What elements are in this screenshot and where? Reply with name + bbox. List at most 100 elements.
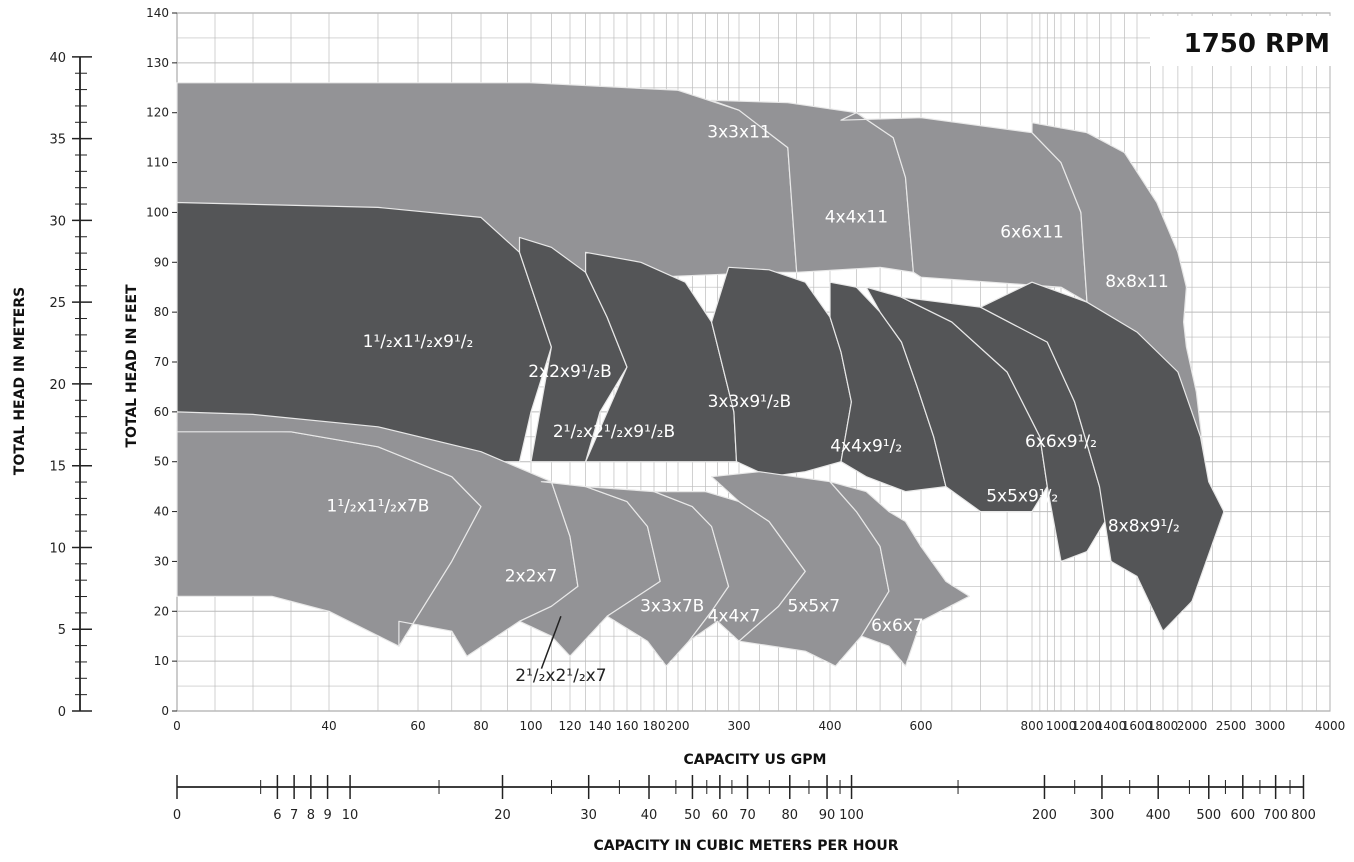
x-tick-label: 800 [1021, 719, 1044, 733]
pump-curve-label: 2¹/₂x2¹/₂x9¹/₂B [553, 422, 675, 442]
y-tick-label: 0 [161, 704, 169, 718]
y-tick-label: 60 [154, 405, 169, 419]
x-tick-label: 180 [643, 719, 666, 733]
pump-curve-label: 2x2x7 [505, 566, 558, 586]
y-tick-label: 20 [154, 604, 169, 618]
pump-curve-label: 8x8x11 [1105, 272, 1168, 292]
meters-tick-label: 30 [49, 214, 66, 229]
m3h-tick-label: 90 [819, 808, 836, 823]
meters-tick-label: 0 [58, 705, 66, 720]
x-tick-label: 200 [667, 719, 690, 733]
pump-curve-label: 6x6x11 [1000, 222, 1063, 242]
x-tick-label: 80 [473, 719, 488, 733]
y-tick-label: 90 [154, 255, 169, 269]
m3h-tick-label: 80 [782, 808, 799, 823]
m3h-tick-label: 800 [1291, 808, 1316, 823]
label-leader-line [540, 616, 562, 669]
pump-curve-label: 3x3x7B [640, 596, 704, 616]
pump-curve-region [584, 251, 738, 463]
x-tick-label: 1600 [1122, 719, 1153, 733]
x-tick-label: 0 [173, 719, 181, 733]
y-tick-label: 140 [146, 6, 169, 20]
m3h-tick-label: 7 [290, 808, 298, 823]
m3h-tick-label: 20 [494, 808, 511, 823]
pump-curve-label: 4x4x9¹/₂ [830, 437, 902, 457]
pump-curve-label: 4x4x7 [708, 606, 761, 626]
meters-tick-label: 10 [49, 541, 66, 556]
meters-tick-label: 20 [49, 378, 66, 393]
pump-curve-label: 6x6x9¹/₂ [1025, 432, 1097, 452]
family-9-1-2 [176, 201, 1225, 632]
m3h-tick-label: 200 [1032, 808, 1057, 823]
pump-curve-label: 8x8x9¹/₂ [1108, 517, 1180, 537]
x-tick-label: 160 [616, 719, 639, 733]
pump-curve-label: 1¹/₂x1¹/₂x9¹/₂ [363, 332, 474, 352]
family-7 [176, 411, 970, 667]
x-tick-label: 2500 [1216, 719, 1247, 733]
pump-curve-region [176, 411, 579, 657]
m3h-tick-label: 60 [712, 808, 729, 823]
m3h-tick-label: 300 [1090, 808, 1115, 823]
y-tick-label: 110 [146, 156, 169, 170]
x-tick-label: 1000 [1046, 719, 1077, 733]
m3h-tick-label: 500 [1196, 808, 1221, 823]
rpm-badge-bg [1150, 16, 1342, 66]
y-tick-label: 70 [154, 355, 169, 369]
x-tick-label: 1400 [1096, 719, 1127, 733]
meters-tick-label: 40 [49, 51, 66, 66]
meters-tick-label: 15 [49, 460, 66, 475]
pump-curve-label: 5x5x7 [788, 596, 841, 616]
pump-curve-label: 1¹/₂x1¹/₂x7B [327, 497, 430, 517]
pump-curve-label: 3x3x11 [707, 123, 770, 143]
pump-curve-label: 5x5x9¹/₂ [986, 487, 1058, 507]
chart-title: 1750 RPM [1184, 29, 1330, 59]
m3h-tick-label: 100 [839, 808, 864, 823]
pump-curve-region [979, 281, 1225, 632]
x-tick-label: 600 [910, 719, 933, 733]
x-tick-label: 400 [819, 719, 842, 733]
m3h-tick-label: 6 [273, 808, 281, 823]
x-tick-label: 140 [589, 719, 612, 733]
x-tick-label: 3000 [1255, 719, 1286, 733]
pump-curve-label: 3x3x9¹/₂B [708, 392, 792, 412]
m3h-tick-label: 0 [173, 808, 181, 823]
y-axis-secondary-title: TOTAL HEAD IN METERS [12, 287, 28, 475]
meters-tick-label: 25 [49, 296, 66, 311]
y-tick-label: 100 [146, 205, 169, 219]
curve-labels: 3x3x11 4x4x11 6x6x11 8x8x11 1¹/₂x1¹/₂x9¹/₂ 2x… [327, 123, 1180, 686]
y-tick-label: 80 [154, 305, 169, 319]
y-tick-label: 130 [146, 56, 169, 70]
x-tick-label: 1800 [1148, 719, 1179, 733]
m3h-tick-label: 70 [739, 808, 756, 823]
x-tick-label: 120 [559, 719, 582, 733]
m3h-tick-label: 8 [307, 808, 315, 823]
pump-curve-label: 6x6x7 [871, 616, 924, 636]
x-tick-label: 1200 [1072, 719, 1103, 733]
x-tick-label: 2000 [1177, 719, 1208, 733]
m3h-tick-label: 10 [342, 808, 359, 823]
pump-curve-label: 4x4x11 [825, 207, 888, 227]
meters-tick-label: 5 [58, 623, 66, 638]
m3h-tick-label: 700 [1263, 808, 1288, 823]
m3h-tick-label: 400 [1146, 808, 1171, 823]
pump-curve-region [829, 481, 970, 667]
m3h-tick-label: 30 [580, 808, 597, 823]
y-tick-label: 10 [154, 654, 169, 668]
x-axis-secondary-title: CAPACITY IN CUBIC METERS PER HOUR [593, 838, 898, 854]
m3h-tick-label: 600 [1230, 808, 1255, 823]
pump-curve-region [518, 236, 628, 463]
y-tick-label: 120 [146, 106, 169, 120]
x-tick-label: 60 [410, 719, 425, 733]
m3h-tick-label: 40 [641, 808, 658, 823]
y-tick-label: 40 [154, 505, 169, 519]
y-axis-title: TOTAL HEAD IN FEET [124, 284, 140, 448]
m3h-tick-label: 9 [323, 808, 331, 823]
x-tick-label: 300 [728, 719, 751, 733]
pump-curve-label: 2¹/₂x2¹/₂x7 [515, 666, 606, 686]
m3h-tick-label: 50 [684, 808, 701, 823]
y-tick-label: 30 [154, 554, 169, 568]
x-tick-label: 40 [321, 719, 336, 733]
